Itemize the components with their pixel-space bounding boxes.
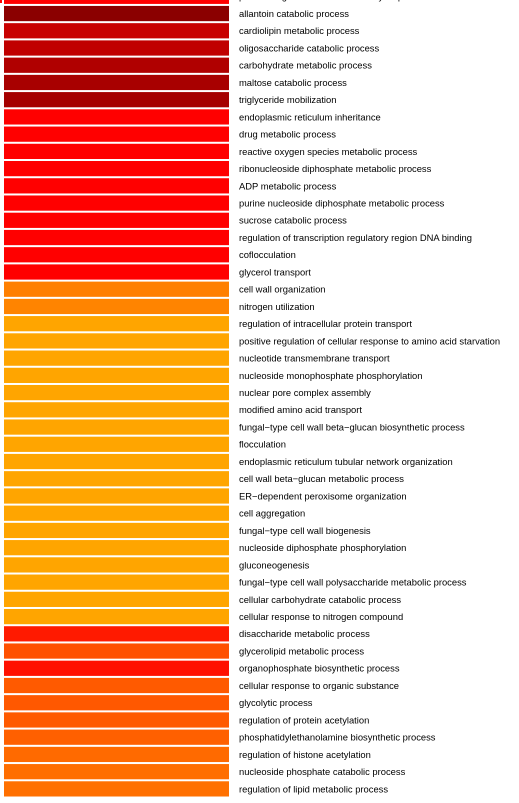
heatmap-cell	[4, 126, 229, 142]
row-label: modified amino acid transport	[239, 404, 362, 415]
row-label: positive regulation of cellular response…	[239, 335, 500, 346]
heatmap-cell	[4, 212, 229, 228]
row-label: fungal−type cell wall biogenesis	[239, 525, 371, 536]
row-label: nuclear pore complex assembly	[239, 387, 371, 398]
row-label: purine nucleoside diphosphate metabolic …	[239, 197, 445, 208]
heatmap-cell	[4, 471, 229, 487]
edge-marker	[0, 0, 2, 3]
row-label: cell wall beta−glucan metabolic process	[239, 473, 404, 484]
heatmap-cell	[4, 0, 229, 4]
row-label: cellular response to organic substance	[239, 680, 399, 691]
row-label: triglyceride mobilization	[239, 94, 336, 105]
row-label: drug metabolic process	[239, 129, 336, 140]
row-labels: positive regulation of mitotic cell cycl…	[239, 0, 500, 794]
heatmap-cell	[4, 281, 229, 297]
heatmap-cell	[4, 92, 229, 108]
row-label: ADP metabolic process	[239, 180, 337, 191]
row-label: regulation of transcription regulatory r…	[239, 232, 472, 243]
row-label: carbohydrate metabolic process	[239, 60, 372, 71]
row-label: glycolytic process	[239, 697, 313, 708]
row-label: cellular response to nitrogen compound	[239, 611, 403, 622]
row-label: regulation of histone acetylation	[239, 749, 371, 760]
heatmap-cell	[4, 488, 229, 504]
heatmap-cell	[4, 781, 229, 797]
row-label: regulation of lipid metabolic process	[239, 783, 388, 794]
row-label: fungal−type cell wall beta−glucan biosyn…	[239, 421, 465, 432]
heatmap-cell	[4, 23, 229, 39]
row-label: regulation of protein acetylation	[239, 714, 369, 725]
heatmap-cell	[4, 643, 229, 659]
row-label: allantoin catabolic process	[239, 8, 349, 19]
row-label: maltose catabolic process	[239, 77, 347, 88]
row-label: gluconeogenesis	[239, 559, 310, 570]
heatmap-cells	[0, 0, 229, 797]
row-label: regulation of intracellular protein tran…	[239, 318, 412, 329]
row-label: nucleotide transmembrane transport	[239, 353, 390, 364]
heatmap-cell	[4, 178, 229, 194]
row-label: glycerol transport	[239, 266, 311, 277]
heatmap-cell	[4, 608, 229, 625]
heatmap-cell	[4, 436, 229, 452]
heatmap-cell	[4, 195, 229, 211]
heatmap-cell	[4, 660, 229, 676]
heatmap-cell	[4, 746, 229, 763]
heatmap-cell	[4, 574, 229, 590]
row-label: cardiolipin metabolic process	[239, 25, 360, 36]
heatmap-cell	[4, 229, 229, 246]
heatmap-cell	[4, 522, 229, 539]
heatmap-cell	[4, 161, 229, 177]
row-label: ER−dependent peroxisome organization	[239, 490, 407, 501]
row-label: cell aggregation	[239, 508, 305, 519]
row-label: glycerolipid metabolic process	[239, 645, 364, 656]
row-label: phosphatidylethanolamine biosynthetic pr…	[239, 732, 436, 743]
heatmap-cell	[4, 557, 229, 573]
row-label: nitrogen utilization	[239, 301, 315, 312]
row-label: nucleoside diphosphate phosphorylation	[239, 542, 406, 553]
row-label: cell wall organization	[239, 284, 326, 295]
heatmap-cell	[4, 419, 229, 435]
heatmap-cell	[4, 74, 229, 91]
heatmap-cell	[4, 264, 229, 280]
row-label: positive regulation of mitotic cell cycl…	[239, 0, 464, 2]
row-label: oligosaccharide catabolic process	[239, 42, 379, 53]
row-label: coflocculation	[239, 249, 296, 260]
heatmap-cell	[4, 591, 229, 607]
heatmap-cell	[4, 764, 229, 780]
row-label: nucleoside phosphate catabolic process	[239, 766, 406, 777]
heatmap-cell	[4, 350, 229, 366]
heatmap-cell	[4, 109, 229, 125]
heatmap-cell	[4, 384, 229, 401]
heatmap-cell	[4, 5, 229, 22]
row-label: organophosphate biosynthetic process	[239, 663, 400, 674]
heatmap-cell	[4, 712, 229, 728]
heatmap-cell	[4, 57, 229, 73]
heatmap-cell	[4, 316, 229, 332]
heatmap-cell	[4, 333, 229, 349]
heatmap-cell	[4, 40, 229, 56]
row-label: endoplasmic reticulum inheritance	[239, 111, 381, 122]
row-label: disaccharide metabolic process	[239, 628, 370, 639]
row-label: nucleoside monophosphate phosphorylation	[239, 370, 422, 381]
heatmap-cell	[4, 247, 229, 263]
row-label: ribonucleoside diphosphate metabolic pro…	[239, 163, 432, 174]
row-label: reactive oxygen species metabolic proces…	[239, 146, 418, 157]
heatmap-cell	[4, 729, 229, 745]
heatmap-cell	[4, 143, 229, 159]
heatmap-cell	[4, 695, 229, 711]
heatmap-cell	[4, 298, 229, 315]
heatmap-cell	[4, 505, 229, 521]
row-label: fungal−type cell wall polysaccharide met…	[239, 577, 467, 588]
heatmap-cell	[4, 367, 229, 383]
heatmap-cell	[4, 453, 229, 470]
heatmap-cell	[4, 540, 229, 556]
heatmap-cell	[4, 626, 229, 642]
row-label: sucrose catabolic process	[239, 215, 347, 226]
row-label: endoplasmic reticulum tubular network or…	[239, 456, 453, 467]
row-label: flocculation	[239, 439, 286, 450]
heatmap-cell	[4, 402, 229, 418]
heatmap-cell	[4, 677, 229, 694]
row-label: cellular carbohydrate catabolic process	[239, 594, 401, 605]
